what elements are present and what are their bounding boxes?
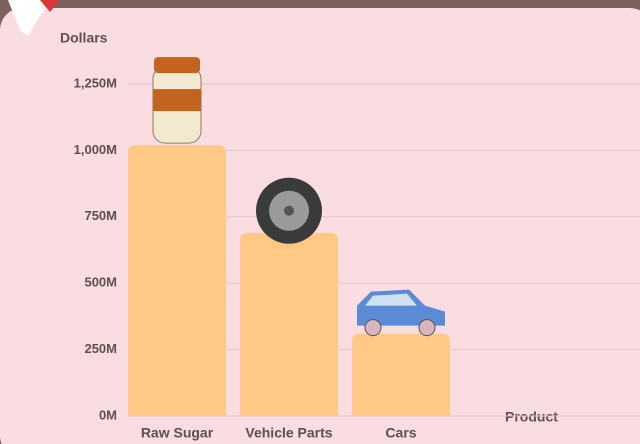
- y-tick-label: 500M: [84, 275, 117, 290]
- jar-label: [153, 89, 201, 112]
- wheel: [418, 319, 436, 337]
- y-tick-label: 1,000M: [74, 142, 117, 157]
- bar: [128, 145, 226, 416]
- sugar-jar-icon: [152, 57, 202, 144]
- y-tick-label: 0M: [99, 407, 117, 422]
- y-tick-label: 250M: [84, 341, 117, 356]
- x-tick-label: Cars: [385, 425, 416, 441]
- x-tick-label: Vehicle Parts: [245, 425, 332, 441]
- bar: [240, 232, 338, 416]
- x-tick-label: Raw Sugar: [141, 425, 214, 441]
- corner-decoration: [40, 0, 60, 12]
- jar-lid: [154, 57, 200, 74]
- car-icon: [357, 289, 445, 337]
- tire-icon: [256, 177, 322, 244]
- y-tick-label: 750M: [84, 208, 117, 223]
- y-axis-label: Dollars: [60, 30, 108, 46]
- car-window: [365, 293, 417, 306]
- bar: [352, 333, 450, 416]
- hub: [284, 205, 294, 216]
- corner-decoration: [8, 0, 52, 36]
- x-axis-label: Product: [505, 409, 558, 425]
- y-tick-label: 1,250M: [74, 75, 117, 90]
- wheel: [364, 319, 382, 337]
